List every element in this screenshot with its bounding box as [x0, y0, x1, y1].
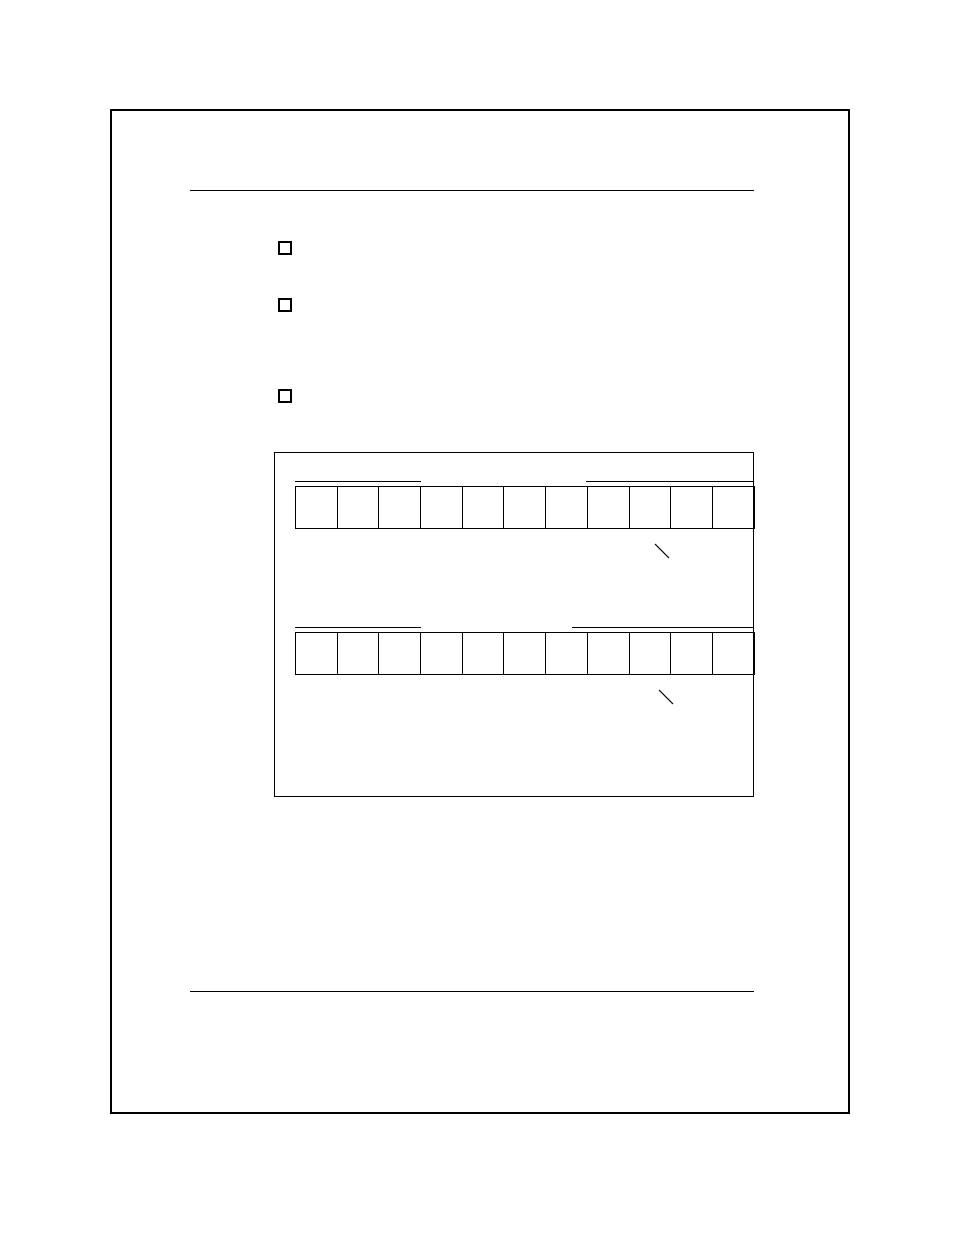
cell[interactable] — [378, 486, 421, 529]
cell[interactable] — [587, 632, 630, 675]
cell[interactable] — [420, 486, 463, 529]
cell[interactable] — [462, 486, 505, 529]
cell[interactable] — [503, 632, 546, 675]
cell[interactable] — [462, 632, 505, 675]
section-divider-bottom — [190, 991, 754, 992]
row2-label-right-underline — [572, 627, 754, 628]
row1-label-left-underline — [295, 481, 421, 482]
section-divider-top — [190, 190, 754, 191]
cell[interactable] — [629, 486, 672, 529]
cell[interactable] — [420, 632, 463, 675]
cell[interactable] — [295, 486, 338, 529]
checkbox-option-3[interactable] — [278, 389, 292, 403]
cell[interactable] — [378, 632, 421, 675]
row1-label-right-underline — [586, 481, 754, 482]
backslash-icon — [657, 688, 675, 706]
backslash-icon — [653, 542, 671, 560]
cell[interactable] — [670, 486, 713, 529]
cell-row-2 — [295, 632, 755, 675]
cell[interactable] — [337, 632, 380, 675]
cell[interactable] — [712, 486, 755, 529]
cell[interactable] — [670, 632, 713, 675]
checkbox-option-2[interactable] — [278, 298, 292, 312]
cell[interactable] — [545, 486, 588, 529]
cell[interactable] — [629, 632, 672, 675]
cell[interactable] — [587, 486, 630, 529]
cell[interactable] — [295, 632, 338, 675]
checkbox-option-1[interactable] — [278, 241, 292, 255]
page — [0, 0, 954, 1235]
row2-label-left-underline — [295, 627, 421, 628]
cell-row-1 — [295, 486, 755, 529]
cell[interactable] — [503, 486, 546, 529]
cell[interactable] — [337, 486, 380, 529]
cell[interactable] — [712, 632, 755, 675]
cell[interactable] — [545, 632, 588, 675]
